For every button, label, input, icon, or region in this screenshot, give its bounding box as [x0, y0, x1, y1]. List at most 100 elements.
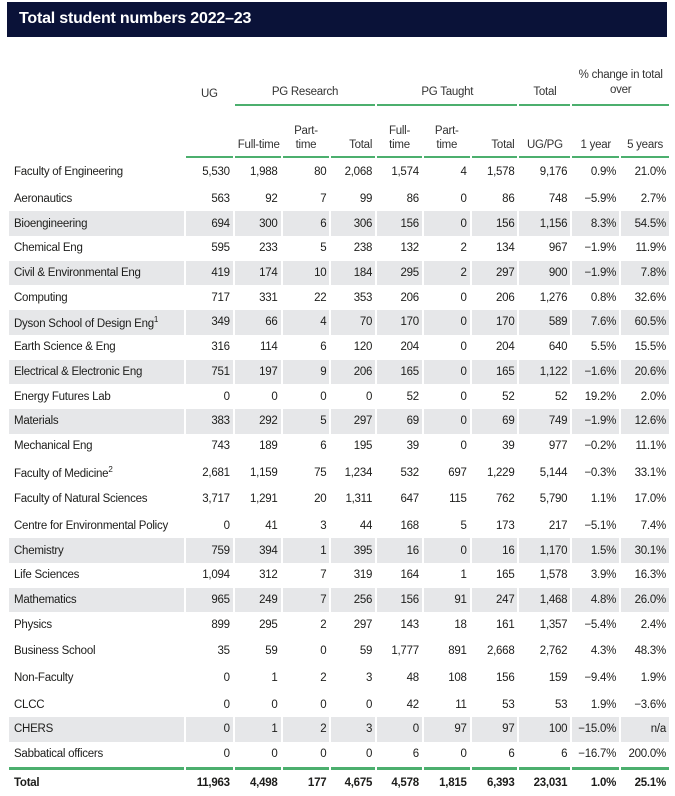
cell-change-5-years: 7.8%: [621, 260, 669, 286]
cell-pgr-total: 306: [331, 211, 376, 237]
spacer-cell: [471, 690, 518, 693]
spacer-cell: [282, 690, 330, 693]
header-total: Total: [519, 46, 571, 106]
spacer-cell: [471, 184, 518, 187]
row-label-text: Physics: [14, 618, 52, 631]
table-row: Mathematics 965 249 7 256 156 91 247 1,468 4.8% 26…: [9, 587, 669, 613]
cell-pgt-full-time: 132: [400, 242, 419, 255]
row-label-text: Electrical & Electronic Eng: [14, 365, 143, 378]
cell-pgt-part-time: 0: [423, 211, 470, 237]
cell-pgt-part-time: 11: [455, 698, 467, 711]
row-label-text: Non-Faculty: [14, 672, 74, 685]
total-row: Total 11,963 4,498 177 4,675 4,578 1,815 6,393 2…: [9, 766, 669, 796]
spacer-cell: [423, 690, 470, 693]
cell-change-5-years: 25.1%: [621, 766, 669, 796]
cell-pgr-total: 70: [331, 310, 376, 335]
spacer-cell: [377, 690, 422, 693]
subheader-pgr-part-time: Part- time: [282, 106, 330, 158]
cell-pgt-part-time: 18: [454, 618, 467, 631]
spacer-cell: [234, 184, 281, 187]
cell-pgr-total: 3: [331, 717, 376, 742]
cell-pgt-full-time: 156: [377, 211, 422, 237]
cell-change-5-years: 32.6%: [634, 291, 667, 304]
cell-ug: 563: [211, 193, 230, 206]
header-pg-research: PG Research: [234, 46, 376, 106]
cell-pgt-full-time: 168: [400, 519, 419, 532]
row-spacer: [9, 663, 669, 666]
cell-pgr-full-time: 1: [234, 717, 281, 742]
cell-pgt-full-time: 39: [406, 439, 420, 452]
spacer-cell: [519, 511, 571, 514]
cell-pgr-full-time: 1,159: [250, 466, 278, 479]
cell-pgr-total: 297: [331, 408, 376, 434]
cell-pgt-full-time: 86: [406, 193, 420, 206]
cell-pgt-full-time: 16: [377, 538, 422, 563]
row-spacer: [9, 511, 669, 514]
spacer-cell: [377, 637, 422, 640]
cell-pgt-part-time: 91: [423, 587, 470, 613]
spacer-cell: [282, 511, 330, 514]
row-label-text: Total: [14, 776, 40, 789]
cell-pgr-full-time: 233: [259, 242, 278, 255]
table-row: Bioengineering 694 300 6 306 156 0 156 1,156 8.3%…: [9, 211, 669, 237]
spacer-cell: [519, 484, 571, 487]
spacer-cell: [9, 158, 184, 160]
cell-ug: 316: [211, 341, 230, 354]
cell-pgr-total: 120: [353, 341, 373, 354]
cell-change-5-years: 2.7%: [640, 193, 666, 206]
cell-pgt-part-time: 0: [423, 359, 470, 385]
cell-pgr-part-time: 177: [282, 766, 330, 796]
cell-pgt-total: 52: [502, 390, 515, 403]
cell-pgt-full-time: 42: [406, 698, 420, 711]
cell-pgt-part-time: 0: [460, 291, 467, 304]
subheader-1-year: 1 year: [572, 106, 620, 158]
cell-change-1-year: −1.9%: [572, 260, 620, 286]
row-label-text: Bioengineering: [14, 217, 88, 230]
subheader-pgt-total: Total: [471, 106, 518, 158]
cell-change-5-years: 11.9%: [635, 242, 666, 255]
cell-change-1-year: 3.9%: [590, 569, 617, 582]
cell-change-1-year: −1.9%: [584, 242, 617, 255]
row-label: Computing: [9, 285, 184, 310]
table-row: CHERS 0 1 2 3 0 97 97 100 −15.0% n/a: [9, 717, 669, 742]
cell-pgr-total: 1,234: [344, 466, 373, 479]
spacer-cell: [377, 663, 422, 666]
cell-pgt-full-time: 48: [406, 672, 420, 685]
cell-pgr-total: 2,068: [344, 166, 373, 179]
cell-pgr-full-time: 394: [234, 538, 281, 563]
subheader-ug-pg: UG/PG: [519, 106, 571, 158]
cell-pgr-full-time: 189: [259, 439, 278, 452]
cell-change-5-years: −3.6%: [634, 698, 666, 711]
spacer-cell: [331, 484, 376, 487]
cell-pgt-total: 204: [496, 341, 515, 354]
cell-pgr-full-time: 331: [259, 291, 278, 304]
cell-pgr-total: 353: [353, 291, 373, 304]
cell-pgr-total: 3: [365, 672, 373, 685]
spacer-cell: [234, 158, 281, 160]
cell-pgr-total: 238: [353, 242, 373, 255]
cell-pgt-part-time: 0: [460, 748, 467, 761]
cell-pgt-full-time: 1,574: [391, 166, 419, 179]
cell-pgt-total: 6,393: [471, 766, 518, 796]
faculty-row: Faculty of Medicine2 2,681 1,159 75 1,234 532…: [9, 460, 669, 485]
cell-change-5-years: 2.4%: [640, 618, 666, 631]
cell-pgr-total: 395: [331, 538, 376, 563]
row-label: Earth Science & Eng: [9, 335, 184, 360]
cell-pgt-part-time: 0: [460, 390, 467, 403]
spacer-cell: [185, 158, 233, 160]
row-label: CHERS: [9, 717, 184, 742]
cell-total-ug-pg: 1,468: [519, 587, 571, 613]
row-label: Total: [9, 766, 184, 796]
cell-ug: 5,530: [202, 166, 230, 179]
row-label: Chemistry: [9, 538, 184, 563]
cell-total-ug-pg: 52: [555, 390, 568, 403]
cell-pgt-total: 1,578: [486, 166, 515, 179]
spacer-cell: [234, 690, 281, 693]
row-spacer: [9, 637, 669, 640]
table-row: Aeronautics 563 92 7 99 86 0 86 748 −5.9% 2.7%: [9, 187, 669, 212]
cell-ug: 3,717: [202, 493, 230, 506]
spacer-cell: [471, 637, 518, 640]
cell-pgr-full-time: 66: [234, 310, 281, 335]
cell-total-ug-pg: 9,176: [539, 166, 568, 179]
cell-pgt-part-time: 0: [460, 193, 467, 206]
